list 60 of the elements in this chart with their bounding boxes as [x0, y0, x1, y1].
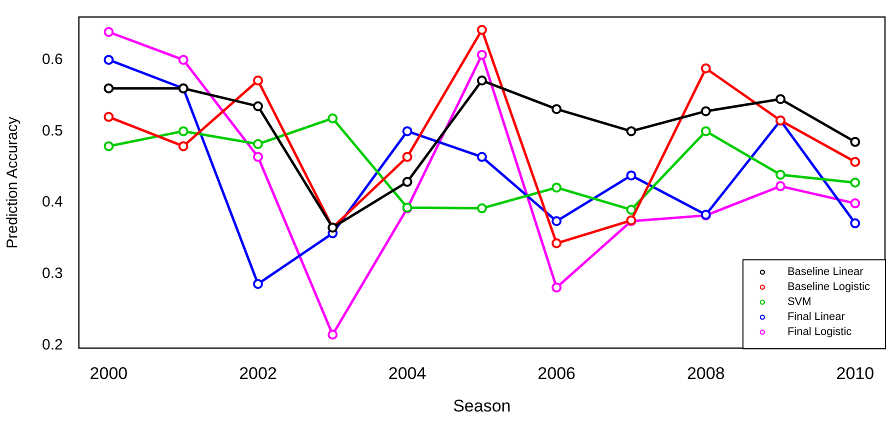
- point: [328, 113, 338, 124]
- point: [850, 178, 860, 188]
- point: [476, 152, 487, 162]
- legend-label: Baseline Linear: [787, 266, 864, 278]
- point: [178, 126, 188, 136]
- point: [552, 182, 562, 193]
- point: [850, 156, 860, 167]
- legend-label: Baseline Logistic: [787, 281, 870, 294]
- legend-label: SVM: [787, 296, 812, 308]
- point: [252, 139, 263, 150]
- y-tick-label: 0.4: [42, 194, 63, 211]
- point: [850, 136, 860, 147]
- point: [776, 181, 786, 192]
- x-tick-label: 2004: [388, 364, 426, 384]
- point: [402, 126, 412, 136]
- point: [476, 24, 487, 35]
- point: [178, 54, 188, 65]
- legend-label: Final Logistic: [787, 326, 852, 338]
- point: [850, 198, 860, 208]
- x-tick-label: 2000: [90, 364, 128, 384]
- point: [252, 152, 263, 162]
- x-axis-title: Season: [453, 396, 511, 416]
- point: [252, 278, 263, 289]
- x-tick-label: 2006: [538, 364, 576, 384]
- point: [552, 238, 562, 248]
- y-tick-label: 0.5: [42, 122, 63, 140]
- point: [104, 141, 114, 152]
- point: [850, 218, 860, 228]
- point: [700, 126, 711, 136]
- point: [776, 170, 786, 180]
- x-tick-label: 2002: [239, 364, 277, 384]
- point: [552, 104, 562, 114]
- point: [402, 176, 412, 187]
- x-tick-label: 2010: [836, 364, 874, 384]
- point: [626, 170, 636, 180]
- point: [552, 216, 562, 226]
- point: [104, 112, 114, 122]
- point: [252, 76, 263, 86]
- y-tick-label: 0.3: [42, 265, 63, 282]
- point: [700, 106, 711, 116]
- point: [700, 63, 711, 74]
- point: [104, 54, 114, 65]
- point: [626, 204, 636, 215]
- point: [626, 126, 636, 136]
- legend-label: Final Linear: [787, 311, 846, 324]
- point: [104, 26, 114, 37]
- point: [402, 152, 412, 162]
- point: [476, 203, 487, 214]
- y-axis-title: Prediction Accuracy: [4, 116, 22, 248]
- point: [776, 94, 786, 104]
- point: [178, 141, 188, 152]
- y-tick-label: 0.6: [42, 50, 63, 68]
- point: [252, 101, 263, 112]
- x-tick-label: 2008: [686, 364, 725, 384]
- point: [476, 50, 487, 60]
- point: [328, 330, 338, 340]
- y-tick-label: 0.2: [42, 336, 63, 354]
- point: [552, 282, 562, 293]
- point: [476, 76, 487, 86]
- point: [104, 83, 114, 94]
